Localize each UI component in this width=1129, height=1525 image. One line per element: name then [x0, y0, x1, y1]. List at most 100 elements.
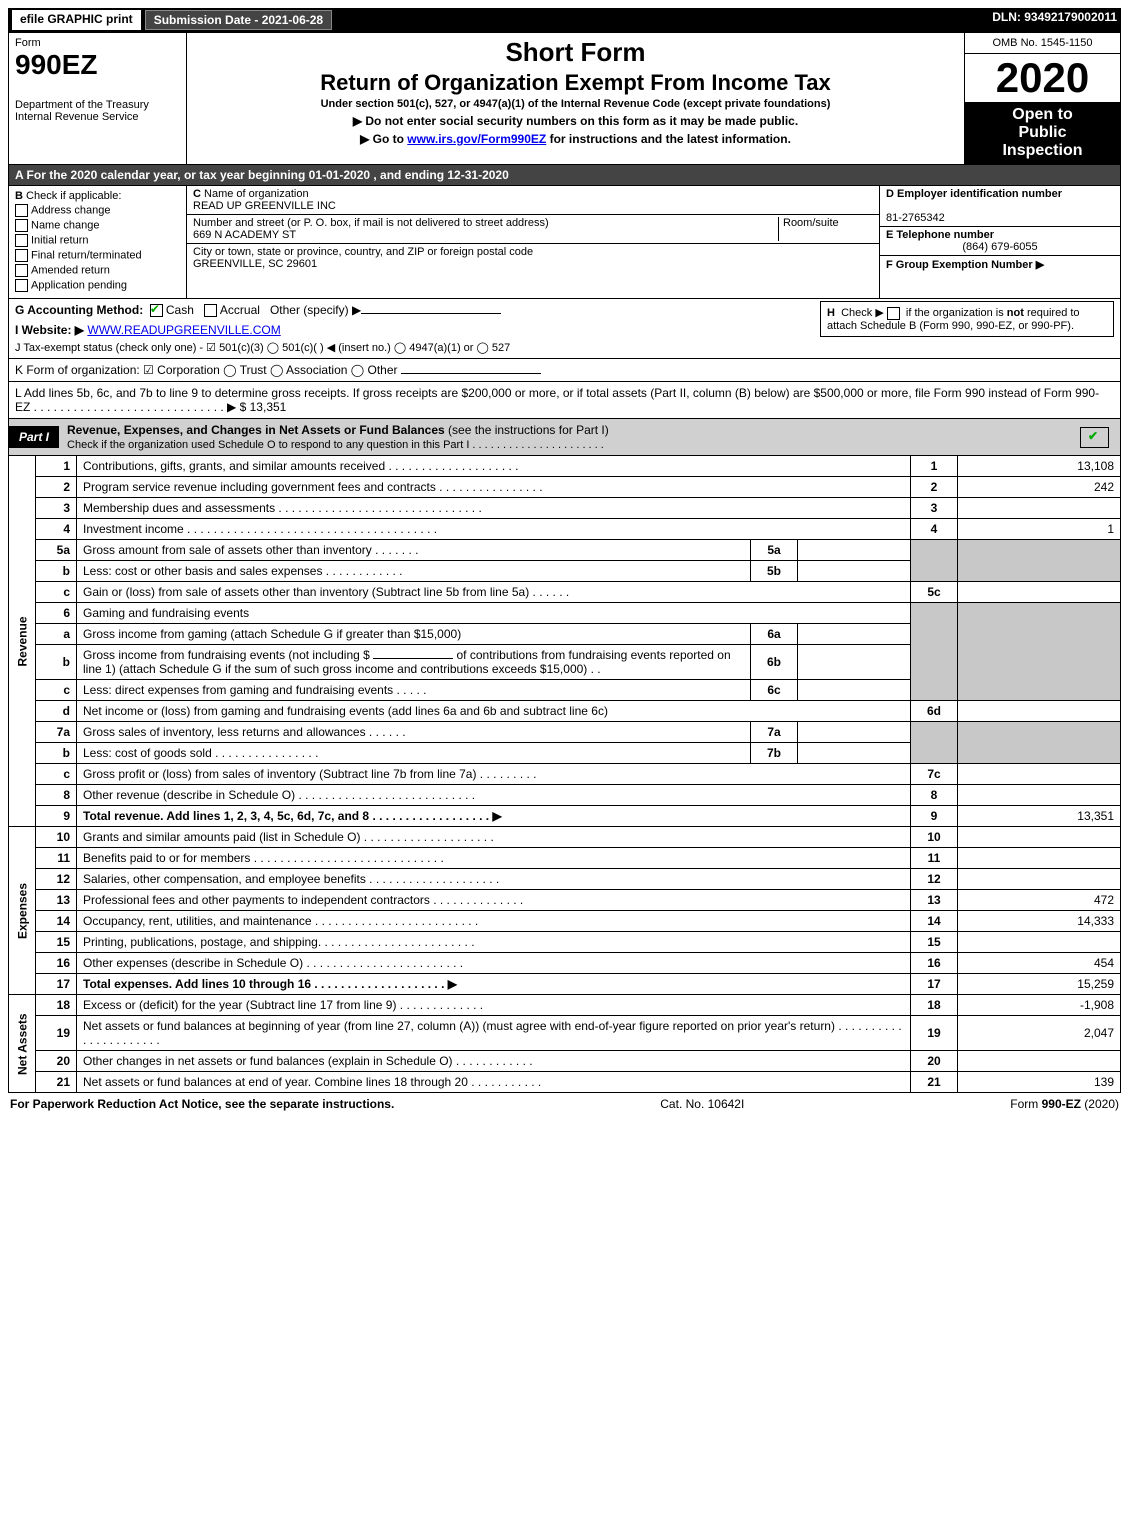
l14-num: 14	[36, 911, 77, 932]
l6d-val	[958, 701, 1121, 722]
dept-treasury: Department of the Treasury	[15, 99, 180, 111]
l8-val	[958, 785, 1121, 806]
l7a-num: 7a	[36, 722, 77, 743]
l2-desc: Program service revenue including govern…	[77, 477, 911, 498]
under-section: Under section 501(c), 527, or 4947(a)(1)…	[191, 98, 960, 110]
open1: Open to	[967, 106, 1118, 124]
initial-return: Initial return	[31, 234, 88, 246]
h-txt2: if the organization is	[906, 307, 1007, 319]
l3-rn: 3	[911, 498, 958, 519]
l6-num: 6	[36, 603, 77, 624]
efile-print-btn[interactable]: efile GRAPHIC print	[12, 10, 141, 30]
l12-val	[958, 869, 1121, 890]
chk-cash[interactable]	[150, 304, 163, 317]
l11-num: 11	[36, 848, 77, 869]
l6b-blank	[373, 658, 453, 659]
l19-rn: 19	[911, 1016, 958, 1051]
l4-val: 1	[958, 519, 1121, 540]
part1-title: Revenue, Expenses, and Changes in Net As…	[67, 423, 445, 437]
l1-rn: 1	[911, 456, 958, 477]
chk-accrual[interactable]	[204, 304, 217, 317]
chk-name[interactable]	[15, 219, 28, 232]
l13-desc: Professional fees and other payments to …	[77, 890, 911, 911]
b-check-label: Check if applicable:	[26, 190, 121, 202]
irs-link[interactable]: www.irs.gov/Form990EZ	[407, 132, 546, 146]
l17-val: 15,259	[958, 974, 1121, 995]
revenue-label: Revenue	[9, 456, 36, 827]
l6b-d1: Gross income from fundraising events (no…	[83, 648, 370, 662]
ghij-block: H Check ▶ if the organization is not req…	[8, 299, 1121, 359]
l7a-mv	[798, 722, 911, 743]
l15-desc: Printing, publications, postage, and shi…	[77, 932, 911, 953]
l5b-desc: Less: cost or other basis and sales expe…	[77, 561, 751, 582]
netassets-label: Net Assets	[9, 995, 36, 1093]
l6c-desc: Less: direct expenses from gaming and fu…	[77, 680, 751, 701]
col-b: B Check if applicable: Address change Na…	[9, 186, 187, 298]
l10-desc: Grants and similar amounts paid (list in…	[77, 827, 911, 848]
l13-rn: 13	[911, 890, 958, 911]
chk-initial[interactable]	[15, 234, 28, 247]
l1-val: 13,108	[958, 456, 1121, 477]
final-return: Final return/terminated	[31, 249, 142, 261]
l21-num: 21	[36, 1072, 77, 1093]
l6a-num: a	[36, 624, 77, 645]
l9-desc: Total revenue. Add lines 1, 2, 3, 4, 5c,…	[77, 806, 911, 827]
open2: Public	[967, 124, 1118, 142]
chk-app[interactable]	[15, 279, 28, 292]
chk-final[interactable]	[15, 249, 28, 262]
form-box: Form 990EZ Department of the Treasury In…	[9, 33, 187, 164]
chk-address[interactable]	[15, 204, 28, 217]
l6a-mv	[798, 624, 911, 645]
l6c-num: c	[36, 680, 77, 701]
i-label: I Website: ▶	[15, 323, 84, 337]
c-label: C	[193, 188, 201, 200]
l14-rn: 14	[911, 911, 958, 932]
l21-rn: 21	[911, 1072, 958, 1093]
l20-val	[958, 1051, 1121, 1072]
l21-desc: Net assets or fund balances at end of ye…	[77, 1072, 911, 1093]
dln: DLN: 93492179002011	[992, 10, 1117, 30]
l12-desc: Salaries, other compensation, and employ…	[77, 869, 911, 890]
footer: For Paperwork Reduction Act Notice, see …	[8, 1093, 1121, 1115]
l16-desc: Other expenses (describe in Schedule O) …	[77, 953, 911, 974]
l7b-mv	[798, 743, 911, 764]
org-name: READ UP GREENVILLE INC	[193, 200, 336, 212]
section-a: A For the 2020 calendar year, or tax yea…	[8, 165, 1121, 186]
l5c-val	[958, 582, 1121, 603]
l7-grey-val	[958, 722, 1121, 764]
l10-num: 10	[36, 827, 77, 848]
l21-val: 139	[958, 1072, 1121, 1093]
l17-rn: 17	[911, 974, 958, 995]
chk-part1[interactable]	[1080, 427, 1109, 448]
submission-date: Submission Date - 2021-06-28	[145, 10, 332, 30]
part1-check: Check if the organization used Schedule …	[67, 439, 604, 451]
tax-year: 2020	[965, 54, 1120, 102]
l5b-mn: 5b	[751, 561, 798, 582]
irs: Internal Revenue Service	[15, 111, 180, 123]
ssn-warning: ▶ Do not enter social security numbers o…	[191, 114, 960, 128]
k-text: K Form of organization: ☑ Corporation ◯ …	[15, 363, 398, 377]
website-link[interactable]: WWW.READUPGREENVILLE.COM	[87, 323, 280, 337]
city-label: City or town, state or province, country…	[193, 246, 533, 258]
l18-val: -1,908	[958, 995, 1121, 1016]
l2-num: 2	[36, 477, 77, 498]
g-other: Other (specify) ▶	[270, 303, 361, 317]
title-box: Short Form Return of Organization Exempt…	[187, 33, 964, 164]
l7b-num: b	[36, 743, 77, 764]
l5a-mn: 5a	[751, 540, 798, 561]
omb-no: OMB No. 1545-1150	[965, 33, 1120, 54]
room-label: Room/suite	[783, 217, 839, 229]
h-label: H	[827, 307, 835, 319]
l5a-num: 5a	[36, 540, 77, 561]
l6-grey-val	[958, 603, 1121, 701]
l6c-mn: 6c	[751, 680, 798, 701]
chk-amended[interactable]	[15, 264, 28, 277]
h-not: not	[1007, 307, 1024, 319]
l18-num: 18	[36, 995, 77, 1016]
street-label: Number and street (or P. O. box, if mail…	[193, 217, 549, 229]
chk-h[interactable]	[887, 307, 900, 320]
l6d-rn: 6d	[911, 701, 958, 722]
j-line: J Tax-exempt status (check only one) - ☑…	[15, 341, 1114, 354]
l19-num: 19	[36, 1016, 77, 1051]
g-label: G Accounting Method:	[15, 303, 143, 317]
